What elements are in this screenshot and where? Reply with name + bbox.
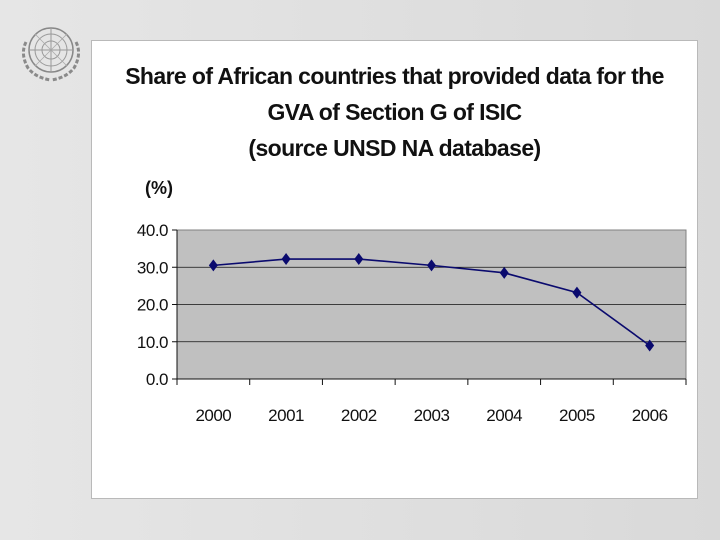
x-tick-label: 2000	[195, 406, 231, 425]
x-tick-label: 2001	[268, 406, 304, 425]
x-tick-label: 2003	[414, 406, 450, 425]
y-tick-label: 20.0	[137, 296, 168, 315]
y-tick-label: 40.0	[137, 221, 168, 240]
data-point	[427, 259, 436, 272]
y-axis-unit-label: (%)	[145, 178, 173, 198]
y-tick-label: 10.0	[137, 333, 168, 352]
chart-title-line-1: Share of African countries that provided…	[125, 63, 664, 89]
data-point	[645, 339, 655, 352]
data-point	[208, 259, 218, 272]
data-point	[499, 266, 509, 279]
chart-title-line-3: (source UNSD NA database)	[248, 135, 541, 161]
data-point	[354, 253, 364, 266]
chart-title: Share of African countries that provided…	[91, 58, 698, 166]
x-tick-label: 2002	[341, 406, 377, 425]
y-tick-label: 0.0	[146, 370, 168, 389]
chart-title-line-2: GVA of Section G of ISIC	[267, 99, 523, 125]
data-point	[572, 286, 582, 299]
x-tick-label: 2005	[559, 406, 595, 425]
x-tick-label: 2004	[486, 406, 522, 425]
un-emblem-icon	[21, 27, 81, 82]
data-point	[281, 253, 291, 266]
y-tick-label: 30.0	[137, 258, 168, 277]
x-tick-label: 2006	[632, 406, 668, 425]
